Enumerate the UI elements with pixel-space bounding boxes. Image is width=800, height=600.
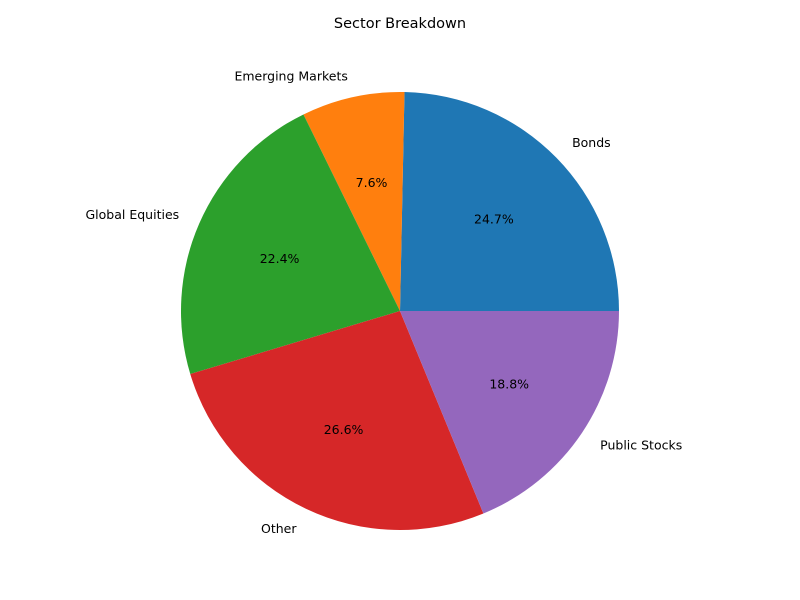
pie-slice-public-stocks xyxy=(400,311,619,514)
pct-label-public-stocks: 18.8% xyxy=(489,377,529,392)
slice-label-global-equities: Global Equities xyxy=(86,207,180,222)
pie-labels: Bonds 24.7% Emerging Markets 7.6% Global Equ… xyxy=(86,68,683,536)
pie-slice-bonds xyxy=(400,92,619,311)
pie-slice-global-equities xyxy=(180,114,400,375)
slice-label-emerging-markets: Emerging Markets xyxy=(234,68,347,83)
chart-title: Sector Breakdown xyxy=(334,16,466,32)
pie-slice-other xyxy=(190,311,484,530)
slice-label-other: Other xyxy=(261,521,297,536)
pct-label-global-equities: 22.4% xyxy=(260,251,300,266)
slice-label-public-stocks: Public Stocks xyxy=(600,438,682,453)
pie-slice-emerging-markets xyxy=(303,92,405,311)
pct-label-emerging-markets: 7.6% xyxy=(356,175,388,190)
slice-label-bonds: Bonds xyxy=(572,135,611,150)
pct-label-other: 26.6% xyxy=(324,422,364,437)
pct-label-bonds: 24.7% xyxy=(474,212,514,227)
pie-slices xyxy=(180,92,619,530)
